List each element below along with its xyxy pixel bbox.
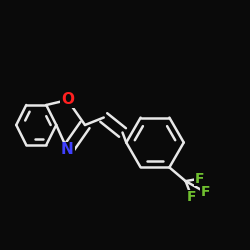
Text: F: F	[201, 186, 210, 200]
Text: F: F	[194, 172, 204, 186]
Text: O: O	[61, 92, 74, 108]
Text: F: F	[187, 190, 196, 204]
Text: N: N	[61, 142, 74, 158]
